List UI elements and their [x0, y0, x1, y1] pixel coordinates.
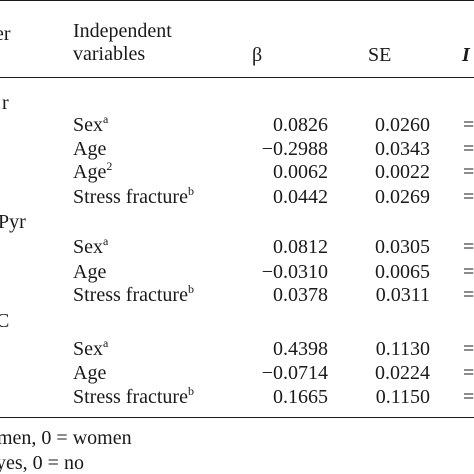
header-independent: Independent [73, 20, 172, 42]
beta-value: −0.0310 [261, 261, 328, 283]
se-value: 0.0343 [375, 138, 430, 160]
variable-name: Sex [73, 114, 103, 136]
group-label: Pyr [0, 211, 26, 233]
variable-name: Stress fracture [73, 186, 188, 208]
variable-name: Sex [73, 236, 103, 258]
se-value: 0.0269 [375, 186, 430, 208]
variable-name: Age [73, 138, 107, 160]
superscript: a [103, 336, 109, 350]
group-label: r [2, 92, 9, 114]
se-value: 0.0260 [375, 114, 430, 136]
truncated-mark: = [463, 284, 474, 306]
header-beta: β [252, 44, 263, 66]
table-bottom-rule [0, 417, 474, 418]
header-group-col: er [0, 23, 11, 45]
variable-name: Age [73, 261, 107, 283]
se-value: 0.1130 [375, 338, 430, 360]
beta-value: 0.0826 [273, 114, 328, 136]
truncated-mark: = [463, 138, 474, 160]
beta-value: −0.2988 [261, 138, 328, 160]
header-rule [0, 77, 474, 78]
beta-value: 0.0442 [273, 186, 328, 208]
se-value: 0.0224 [375, 362, 430, 384]
beta-value: −0.0714 [261, 362, 328, 384]
superscript: b [187, 184, 194, 198]
truncated-mark: = [463, 161, 474, 183]
variable-name: Sex [73, 338, 103, 360]
se-value: 0.0305 [375, 236, 430, 258]
beta-value: 0.0378 [273, 284, 328, 306]
se-value: 0.0022 [375, 161, 430, 183]
group-label: C [0, 310, 10, 332]
superscript: a [103, 234, 109, 248]
beta-value: 0.4398 [273, 338, 328, 360]
beta-value: 0.0062 [273, 161, 328, 183]
header-last-col: I [462, 44, 470, 66]
header-variables: variables [73, 43, 146, 65]
truncated-mark: = [463, 386, 474, 408]
superscript: 2 [106, 159, 113, 173]
superscript: b [187, 282, 194, 296]
variable-name: Age [73, 161, 107, 183]
truncated-mark: = [463, 338, 474, 360]
truncated-mark: = [463, 236, 474, 258]
truncated-mark: = [463, 114, 474, 136]
footnote-a: men, 0 = women [0, 427, 132, 449]
superscript: b [187, 384, 194, 398]
se-value: 0.1150 [375, 386, 430, 408]
variable-name: Stress fracture [73, 386, 188, 408]
beta-value: 0.1665 [273, 386, 328, 408]
footnote-b: yes, 0 = no [0, 452, 84, 474]
se-value: 0.0065 [375, 261, 430, 283]
header-se: SE [368, 44, 392, 66]
truncated-mark: = [463, 186, 474, 208]
variable-name: Stress fracture [73, 284, 188, 306]
table-top-rule [0, 0, 474, 1]
superscript: a [103, 112, 109, 126]
beta-value: 0.0812 [273, 236, 328, 258]
variable-name: Age [73, 362, 107, 384]
truncated-mark: = [463, 261, 474, 283]
truncated-mark: = [463, 362, 474, 384]
se-value: 0.0311 [375, 284, 430, 306]
